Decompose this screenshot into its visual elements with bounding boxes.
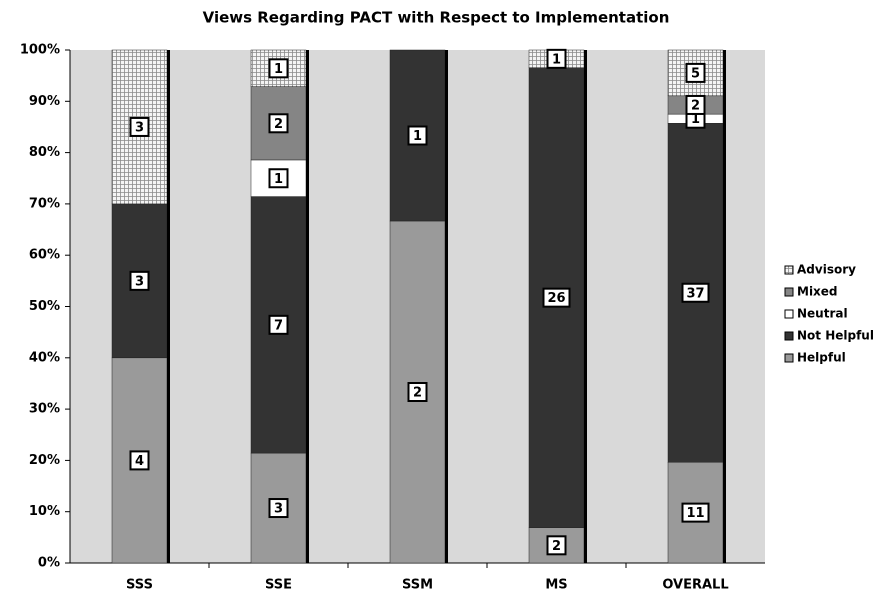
data-label-box — [681, 502, 710, 523]
y-tick-label: 40% — [29, 350, 60, 365]
bar-shadow — [723, 50, 726, 563]
bar-shadow — [584, 50, 587, 563]
data-label-box — [268, 58, 289, 79]
data-label: 7 — [274, 318, 283, 333]
data-label: 2 — [691, 98, 700, 113]
legend-swatch — [784, 331, 794, 341]
y-tick-label: 50% — [29, 299, 60, 314]
y-tick-label: 100% — [20, 43, 60, 58]
data-label-box — [268, 314, 289, 335]
y-tick-label: 30% — [29, 402, 60, 417]
data-label: 26 — [547, 291, 565, 306]
bar-shadow — [445, 50, 448, 563]
data-label: 2 — [413, 386, 422, 401]
data-label: 37 — [686, 286, 704, 301]
data-label: 3 — [135, 120, 144, 135]
data-label-box — [268, 498, 289, 519]
chart-title: Views Regarding PACT with Respect to Imp… — [203, 9, 670, 27]
data-label-box — [129, 450, 150, 471]
x-tick-label: SSE — [265, 578, 292, 593]
data-label-box — [129, 116, 150, 137]
legend-swatch — [784, 309, 794, 319]
legend-swatch — [784, 265, 794, 275]
legend-label: Advisory — [797, 263, 856, 277]
y-tick-label: 60% — [29, 248, 60, 263]
legend-swatch — [784, 353, 794, 363]
legend-swatch — [784, 287, 794, 297]
data-label-box — [407, 382, 428, 402]
data-label: 1 — [413, 129, 422, 144]
y-tick-label: 20% — [29, 453, 60, 468]
data-label-box — [685, 94, 706, 115]
data-label: 1 — [691, 112, 700, 127]
data-label-box — [685, 62, 706, 83]
y-tick-label: 80% — [29, 145, 60, 160]
data-label-box — [268, 168, 289, 189]
x-tick-label: OVERALL — [662, 578, 728, 593]
data-label-box — [546, 535, 567, 556]
bar-shadow — [306, 50, 309, 563]
y-tick-label: 10% — [29, 504, 60, 519]
data-label: 1 — [552, 52, 561, 67]
data-label-box — [542, 287, 571, 308]
data-label-box — [546, 48, 567, 69]
data-label: 11 — [686, 506, 704, 521]
data-label-box — [407, 125, 428, 146]
x-tick-label: MS — [545, 578, 567, 593]
data-label: 2 — [552, 539, 561, 554]
y-tick-label: 0% — [38, 556, 60, 571]
legend-label: Neutral — [797, 307, 848, 321]
data-label: 2 — [274, 117, 283, 132]
bar-shadow — [167, 50, 170, 563]
data-label-box — [129, 270, 150, 291]
x-tick-label: SSS — [126, 578, 153, 593]
data-label: 4 — [135, 454, 144, 469]
data-label-box — [681, 282, 710, 303]
legend-label: Mixed — [797, 285, 838, 299]
y-tick-label: 70% — [29, 196, 60, 211]
data-label: 3 — [274, 502, 283, 517]
legend-label: Not Helpful — [797, 329, 873, 343]
data-label: 5 — [691, 66, 700, 81]
data-label: 1 — [274, 62, 283, 77]
data-label: 1 — [274, 172, 283, 187]
y-tick-label: 90% — [29, 94, 60, 109]
legend-label: Helpful — [797, 351, 846, 365]
x-tick-label: SSM — [402, 578, 433, 593]
data-label: 3 — [135, 274, 144, 289]
data-label-box — [268, 113, 289, 134]
